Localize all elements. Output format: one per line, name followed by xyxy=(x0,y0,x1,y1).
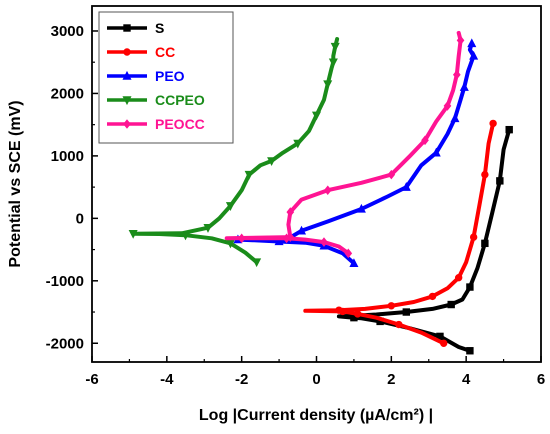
data-point-ccpeo xyxy=(128,229,138,239)
x-tick-label: 4 xyxy=(462,371,471,388)
legend-label-cc: CC xyxy=(155,44,175,60)
x-tick-label: -4 xyxy=(160,371,174,388)
data-point-peo xyxy=(469,50,479,60)
data-point-peo xyxy=(297,225,307,235)
data-point-s xyxy=(505,125,513,134)
data-point-ccpeo xyxy=(311,111,322,121)
data-point-ccpeo xyxy=(225,202,235,211)
legend-label-ccpeo: CCPEO xyxy=(155,92,205,108)
data-point-ccpeo xyxy=(330,42,340,52)
data-point-cc xyxy=(395,320,403,329)
data-point-peocc xyxy=(421,135,429,146)
data-point-cc xyxy=(440,339,448,347)
data-point-peo xyxy=(356,203,366,213)
x-ticks: -6 -4 -2 0 2 4 6 xyxy=(85,356,545,388)
legend-label-s: S xyxy=(155,20,164,36)
data-point-peocc xyxy=(323,185,332,196)
legend-marker-peo xyxy=(122,70,132,80)
x-tick-label: 6 xyxy=(537,371,545,388)
data-point-peo xyxy=(349,258,359,268)
data-point-s xyxy=(496,177,504,185)
y-tick-label: 3000 xyxy=(51,23,84,40)
x-tick-label: -2 xyxy=(235,371,248,388)
data-point-cc xyxy=(353,310,362,318)
data-point-peo xyxy=(450,113,460,123)
legend-marker-s xyxy=(123,24,131,32)
data-point-s xyxy=(481,239,489,248)
data-point-peocc xyxy=(387,169,396,180)
x-axis-title: Log |Current density (µA/cm²) | xyxy=(199,407,433,424)
y-tick-label: 2000 xyxy=(51,85,84,102)
legend-marker-cc xyxy=(123,48,131,56)
data-point-peocc xyxy=(443,101,452,111)
data-point-ccpeo xyxy=(267,157,277,166)
y-ticks: -2000 -1000 0 1000 2000 3000 xyxy=(46,23,98,352)
data-point-ccpeo xyxy=(244,170,254,180)
data-point-peocc xyxy=(452,69,461,80)
data-point-ccpeo xyxy=(203,224,213,233)
data-point-peo xyxy=(401,182,411,191)
data-point-peo xyxy=(431,147,441,157)
y-tick-label: 0 xyxy=(76,210,84,227)
series-line-ccpeo xyxy=(131,37,340,265)
data-point-cc xyxy=(454,273,463,282)
data-point-cc xyxy=(387,302,396,310)
series-layer xyxy=(128,30,513,355)
data-point-cc xyxy=(481,170,489,179)
data-point-s xyxy=(447,300,455,309)
data-point-peo xyxy=(459,82,469,91)
data-point-cc xyxy=(469,233,478,241)
data-point-peocc xyxy=(456,35,465,46)
series-line-cc xyxy=(303,121,496,346)
series-peo xyxy=(233,38,479,268)
data-point-ccpeo xyxy=(181,231,191,241)
data-point-peo xyxy=(467,38,477,48)
data-point-cc xyxy=(428,292,437,301)
data-point-cc xyxy=(489,119,497,128)
series-line-peo xyxy=(235,41,476,266)
data-point-s xyxy=(402,308,411,316)
legend-label-peocc: PEOCC xyxy=(155,116,205,132)
x-tick-label: -6 xyxy=(85,371,98,388)
data-point-s xyxy=(466,283,474,291)
data-point-peocc xyxy=(237,233,246,244)
data-point-peo xyxy=(274,236,284,246)
y-axis-title: Potential vs SCE (mV) xyxy=(7,100,24,267)
data-point-peocc xyxy=(320,237,328,247)
data-point-cc xyxy=(335,306,343,314)
data-point-peocc xyxy=(286,207,295,217)
series-cc xyxy=(303,119,497,347)
legend-marker-peocc xyxy=(123,119,131,129)
data-point-ccpeo xyxy=(328,58,338,68)
y-tick-label: -2000 xyxy=(46,335,84,352)
data-point-ccpeo xyxy=(293,139,303,149)
data-point-ccpeo xyxy=(252,258,262,268)
data-point-peocc xyxy=(344,248,353,259)
data-point-ccpeo xyxy=(323,80,333,90)
legend-marker-ccpeo xyxy=(122,96,132,106)
series-ccpeo xyxy=(128,37,340,268)
series-peocc xyxy=(224,30,465,259)
y-tick-label: 1000 xyxy=(51,148,84,165)
data-point-s xyxy=(466,347,474,355)
x-tick-label: 0 xyxy=(312,371,320,388)
legend-label-peo: PEO xyxy=(155,68,185,84)
data-point-peocc xyxy=(286,232,295,242)
y-tick-label: -1000 xyxy=(46,273,84,290)
x-tick-label: 2 xyxy=(387,371,395,388)
